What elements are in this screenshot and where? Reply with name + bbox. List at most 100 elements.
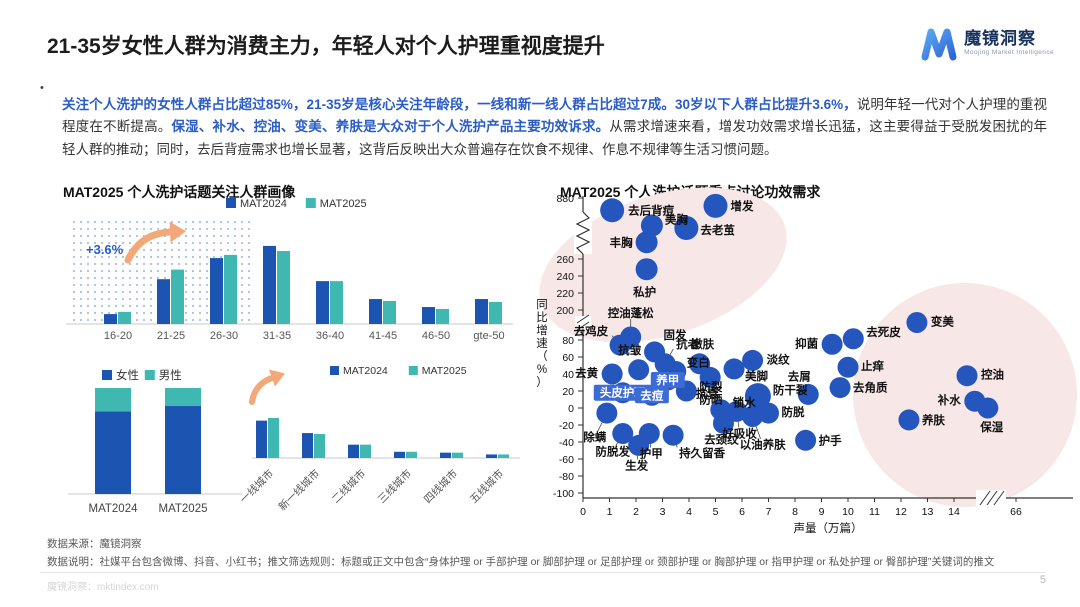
svg-text:260: 260: [556, 254, 574, 266]
age-bar-chart: MAT2024 MAT2025 16-20 21-25 26-30 31-35 36-40 4…: [66, 198, 513, 342]
svg-text:抑菌: 抑菌: [795, 336, 818, 350]
svg-text:26-30: 26-30: [210, 330, 238, 342]
svg-text:去黄: 去黄: [575, 366, 598, 380]
svg-text:同比增速（%）: 同比增速（%）: [536, 299, 548, 389]
svg-text:三线城市: 三线城市: [375, 467, 414, 506]
svg-text:MAT2024: MAT2024: [88, 503, 138, 515]
svg-text:淡纹: 淡纹: [767, 352, 790, 366]
footer-divider: [40, 572, 1045, 573]
svg-text:+3.6%: +3.6%: [86, 242, 124, 257]
svg-text:五线城市: 五线城市: [467, 467, 506, 506]
intro-text: 关注个人洗护的女性人群占比超过85%，21-35岁是核心关注年龄段，一线和新一线…: [62, 94, 1047, 163]
svg-text:去痘: 去痘: [640, 388, 663, 402]
logo-m-icon: [921, 28, 957, 61]
intro-segment: 说明年轻一代对个人护理的重视程度在不断提高。: [62, 96, 1048, 135]
intro-bullet: •: [40, 82, 44, 94]
svg-text:-60: -60: [559, 454, 574, 466]
svg-text:防脱: 防脱: [782, 405, 805, 419]
svg-text:200: 200: [556, 305, 574, 317]
svg-text:-40: -40: [559, 437, 574, 449]
svg-text:5: 5: [713, 506, 719, 518]
svg-text:固发: 固发: [664, 328, 687, 342]
svg-text:防干裂: 防干裂: [773, 383, 808, 397]
svg-text:14: 14: [948, 506, 960, 518]
data-description-note: 数据说明：社媒平台包含微博、抖音、小红书；推文筛选规则：标题或正文中包含“身体护…: [47, 556, 995, 568]
svg-text:控油蓬松: 控油蓬松: [608, 306, 654, 320]
svg-text:女性: 女性: [116, 368, 139, 382]
logo-brand: 魔镜洞察: [964, 28, 1037, 48]
svg-text:去后背痘: 去后背痘: [628, 203, 674, 217]
footer-watermark: 魔镜洞察：mktindex.com: [47, 582, 159, 593]
svg-text:抗老: 抗老: [676, 337, 699, 351]
svg-text:丰胸: 丰胸: [610, 235, 633, 249]
svg-text:-100: -100: [553, 488, 574, 500]
svg-text:增发: 增发: [731, 199, 754, 213]
svg-text:男性: 男性: [159, 368, 182, 382]
svg-text:护手: 护手: [819, 433, 842, 447]
svg-text:补水: 补水: [937, 393, 961, 407]
svg-text:40: 40: [562, 369, 574, 381]
svg-text:240: 240: [556, 271, 574, 283]
svg-text:4: 4: [686, 506, 692, 518]
svg-text:生发: 生发: [625, 458, 648, 472]
svg-text:护甲: 护甲: [640, 447, 663, 461]
svg-text:MAT2025: MAT2025: [158, 503, 207, 515]
svg-text:MAT2024: MAT2024: [343, 365, 388, 377]
svg-text:去颈纹: 去颈纹: [704, 432, 739, 446]
svg-text:11: 11: [869, 506, 880, 518]
svg-text:止痒: 止痒: [861, 359, 884, 373]
svg-text:去鸡皮: 去鸡皮: [574, 324, 609, 338]
svg-text:美胸: 美胸: [665, 213, 688, 227]
svg-text:防脱发: 防脱发: [596, 445, 631, 459]
svg-text:9: 9: [819, 506, 825, 518]
svg-text:880: 880: [556, 193, 574, 205]
svg-text:美脚: 美脚: [745, 369, 768, 383]
svg-text:6: 6: [739, 506, 745, 518]
svg-text:36-40: 36-40: [316, 330, 344, 342]
gender-stacked-bar-chart: 女性 男性 MAT2024 MAT2025: [68, 368, 242, 515]
svg-text:3: 3: [660, 506, 666, 518]
svg-text:13: 13: [922, 506, 934, 518]
svg-text:抗皱: 抗皱: [618, 343, 641, 357]
svg-text:12: 12: [895, 506, 907, 518]
svg-text:1: 1: [607, 506, 613, 518]
svg-text:66: 66: [1010, 506, 1022, 518]
svg-text:60: 60: [562, 352, 574, 364]
svg-text:-80: -80: [559, 471, 574, 483]
svg-text:8: 8: [792, 506, 798, 518]
svg-text:锁水: 锁水: [733, 396, 756, 410]
svg-text:20: 20: [562, 386, 574, 398]
svg-text:46-50: 46-50: [422, 330, 450, 342]
svg-text:声量（万篇）: 声量（万篇）: [794, 521, 863, 535]
svg-text:抗衰: 抗衰: [696, 386, 719, 400]
svg-text:四线城市: 四线城市: [421, 467, 460, 506]
svg-text:以油养肤: 以油养肤: [740, 438, 786, 452]
svg-text:去屑: 去屑: [788, 369, 811, 383]
svg-text:变白: 变白: [687, 355, 710, 369]
svg-text:MAT2024: MAT2024: [240, 198, 287, 210]
intro-em-segment: 保湿、补水、控油、变美、养肤是大众对于个人洗护产品主要功效诉求。: [171, 119, 610, 135]
svg-text:养甲: 养甲: [655, 373, 679, 387]
svg-text:220: 220: [556, 288, 574, 300]
svg-text:防裂防晒: 防裂防晒: [699, 380, 722, 407]
svg-text:21-25: 21-25: [157, 330, 185, 342]
svg-text:保湿: 保湿: [979, 420, 1003, 434]
svg-text:10: 10: [842, 506, 854, 518]
svg-text:-20: -20: [559, 420, 574, 432]
svg-text:去角质: 去角质: [853, 381, 888, 395]
efficacy-demand-scatter-chart: -100 -80 -60 -40 -20 0 20 40 60 80 200 220 240 260 880…: [536, 187, 1077, 535]
svg-text:嫩肤: 嫩肤: [691, 337, 714, 351]
page-number: 5: [1039, 574, 1046, 586]
left-chart-title: MAT2025 个人洗护话题关注人群画像: [63, 184, 296, 200]
svg-text:去死皮: 去死皮: [866, 325, 901, 339]
svg-text:变美: 变美: [931, 315, 954, 329]
svg-text:80: 80: [562, 335, 574, 347]
page-title: 21-35岁女性人群为消费主力，年轻人对个人护理重视度提升: [47, 35, 605, 58]
svg-text:0: 0: [568, 403, 574, 415]
logo-subtitle: Moojing Market Intelligence: [964, 48, 1054, 56]
svg-text:二线城市: 二线城市: [329, 467, 368, 506]
svg-text:MAT2025: MAT2025: [422, 365, 467, 377]
svg-text:41-45: 41-45: [369, 330, 397, 342]
